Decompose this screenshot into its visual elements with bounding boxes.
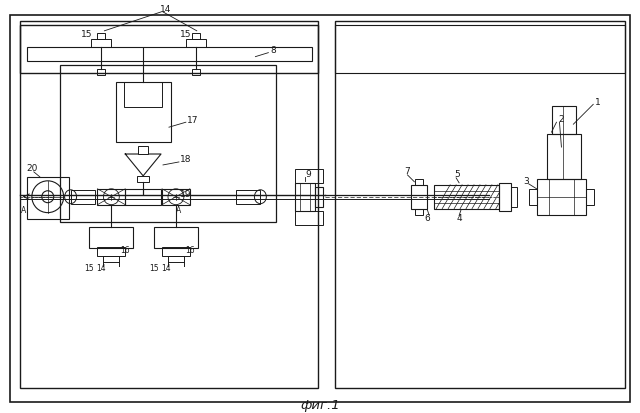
Bar bbox=[295, 211, 323, 225]
Bar bbox=[192, 69, 200, 74]
Bar bbox=[20, 21, 318, 389]
Text: 19: 19 bbox=[180, 190, 191, 199]
Bar bbox=[97, 189, 125, 205]
Bar bbox=[435, 185, 499, 209]
Text: 15: 15 bbox=[84, 264, 94, 273]
Text: 16: 16 bbox=[120, 246, 130, 255]
Text: 17: 17 bbox=[187, 116, 198, 125]
Bar bbox=[125, 189, 161, 205]
Bar bbox=[552, 106, 577, 134]
Bar bbox=[536, 179, 586, 215]
Bar bbox=[97, 247, 125, 256]
Bar bbox=[162, 247, 190, 256]
Text: 3: 3 bbox=[523, 177, 529, 186]
Bar bbox=[192, 33, 200, 39]
Text: 9: 9 bbox=[305, 171, 311, 179]
Text: 16: 16 bbox=[185, 246, 195, 255]
Text: 1: 1 bbox=[595, 98, 601, 107]
Bar bbox=[511, 187, 516, 206]
Text: фиг.1: фиг.1 bbox=[300, 399, 340, 412]
Text: 14: 14 bbox=[97, 264, 106, 273]
Bar bbox=[412, 185, 428, 209]
Bar bbox=[168, 256, 184, 262]
Bar bbox=[92, 39, 111, 47]
Bar bbox=[162, 189, 190, 205]
Text: 14: 14 bbox=[161, 264, 171, 273]
Text: A: A bbox=[21, 206, 26, 215]
Bar bbox=[70, 190, 95, 204]
Bar bbox=[415, 209, 423, 215]
Text: 15: 15 bbox=[149, 264, 159, 273]
Bar bbox=[335, 25, 625, 73]
Bar bbox=[295, 183, 315, 211]
Bar bbox=[20, 25, 318, 73]
Text: 6: 6 bbox=[424, 214, 430, 223]
Bar bbox=[60, 64, 276, 221]
Bar bbox=[499, 183, 511, 211]
Bar bbox=[104, 256, 119, 262]
Bar bbox=[154, 227, 198, 248]
Bar bbox=[236, 190, 260, 204]
Text: 5: 5 bbox=[454, 171, 460, 179]
Bar bbox=[335, 21, 625, 389]
Bar bbox=[186, 39, 205, 47]
Text: 18: 18 bbox=[180, 155, 191, 164]
Text: 20: 20 bbox=[26, 164, 38, 173]
Bar bbox=[315, 187, 323, 206]
Bar bbox=[97, 33, 106, 39]
Text: A: A bbox=[176, 206, 182, 215]
Text: 4: 4 bbox=[456, 214, 462, 223]
Bar bbox=[124, 83, 162, 107]
Bar bbox=[138, 146, 148, 154]
Bar bbox=[529, 189, 536, 205]
Bar bbox=[27, 47, 312, 61]
Text: 2: 2 bbox=[559, 115, 564, 124]
Text: 15: 15 bbox=[180, 30, 191, 39]
Bar bbox=[295, 169, 323, 183]
Bar bbox=[116, 83, 171, 142]
Text: 15: 15 bbox=[81, 30, 92, 39]
Bar bbox=[137, 176, 149, 182]
Bar bbox=[27, 177, 68, 218]
Bar bbox=[97, 69, 106, 74]
Bar bbox=[90, 227, 133, 248]
Text: 8: 8 bbox=[271, 46, 276, 55]
Bar bbox=[586, 189, 594, 205]
Bar bbox=[415, 179, 423, 185]
Text: 14: 14 bbox=[160, 5, 172, 14]
Text: 7: 7 bbox=[404, 167, 410, 176]
Bar bbox=[547, 134, 581, 179]
